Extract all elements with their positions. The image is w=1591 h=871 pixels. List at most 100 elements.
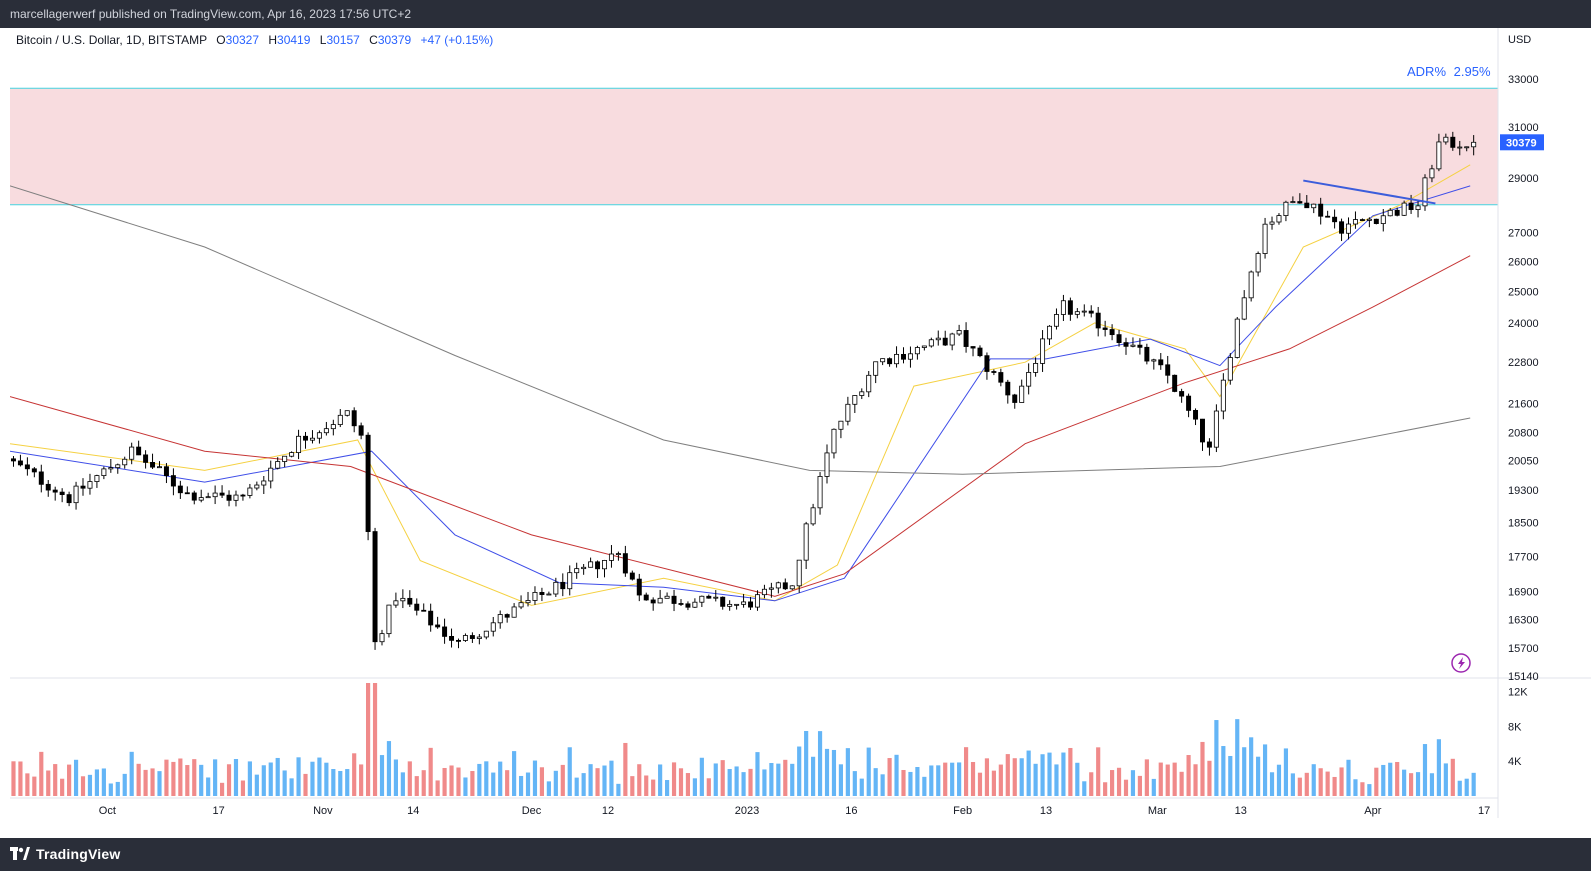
candle bbox=[45, 483, 51, 491]
volume-bar bbox=[1269, 772, 1275, 796]
volume-bar bbox=[574, 777, 579, 796]
volume-bar bbox=[400, 772, 405, 796]
volume-bar bbox=[219, 782, 225, 796]
volume-bar bbox=[372, 683, 378, 796]
volume-bar bbox=[1297, 777, 1302, 796]
price-tick-label: 31000 bbox=[1508, 122, 1539, 134]
candle bbox=[316, 432, 322, 439]
volume-bar bbox=[164, 759, 169, 796]
volume-bar bbox=[129, 751, 134, 796]
candle bbox=[935, 337, 941, 341]
volume-bar bbox=[1242, 747, 1247, 796]
volume-bar bbox=[1068, 747, 1073, 796]
volume-bar bbox=[776, 763, 781, 796]
price-tick-label: 20050 bbox=[1508, 456, 1539, 468]
candle bbox=[1220, 379, 1226, 412]
low-label: L bbox=[320, 33, 327, 47]
volume-bar bbox=[560, 764, 565, 796]
candle bbox=[713, 596, 719, 599]
volume-bar bbox=[797, 746, 802, 796]
volume-bar bbox=[73, 759, 79, 796]
volume-bar bbox=[873, 768, 878, 796]
candle bbox=[588, 561, 594, 568]
volume-bar bbox=[984, 758, 990, 796]
candle bbox=[191, 492, 197, 501]
moving-average-line-4 bbox=[9, 185, 1471, 475]
candle bbox=[462, 635, 468, 641]
volume-bar bbox=[484, 761, 489, 796]
candle bbox=[1095, 312, 1101, 329]
candle bbox=[1088, 310, 1094, 314]
candle bbox=[393, 600, 399, 606]
candle bbox=[1060, 300, 1066, 315]
price-chart[interactable]: USD 33000 31000 29000 27000 26000 25000 24000 22… bbox=[9, 28, 1591, 838]
price-tick-label: 26000 bbox=[1508, 257, 1539, 269]
moving-average-line-1 bbox=[9, 164, 1471, 606]
lightning-icon[interactable] bbox=[1451, 653, 1471, 673]
volume-bar bbox=[1089, 772, 1094, 796]
volume-bar bbox=[1193, 764, 1198, 796]
candle bbox=[574, 568, 580, 574]
volume-bar bbox=[407, 761, 412, 796]
candle bbox=[469, 635, 475, 639]
adr-value: 2.95% bbox=[1454, 64, 1491, 79]
candle bbox=[442, 626, 448, 637]
volume-bar bbox=[699, 757, 704, 796]
candle bbox=[1346, 223, 1351, 234]
candle bbox=[1283, 201, 1289, 217]
candle bbox=[1366, 218, 1372, 221]
candle bbox=[268, 467, 274, 482]
candle bbox=[553, 581, 559, 595]
volume-bar bbox=[101, 768, 106, 796]
volume-bar bbox=[567, 747, 572, 796]
candle bbox=[1123, 342, 1129, 347]
candle bbox=[1443, 136, 1449, 143]
tradingview-logo[interactable]: TradingView bbox=[10, 846, 120, 862]
candle bbox=[129, 446, 135, 460]
resistance-zone-layer bbox=[10, 87, 1498, 206]
volume-bar bbox=[581, 773, 586, 796]
candle bbox=[1464, 146, 1470, 149]
candle bbox=[692, 601, 698, 608]
candle bbox=[678, 603, 684, 605]
volume-bar bbox=[692, 778, 697, 796]
volume-bar bbox=[317, 757, 322, 796]
candle bbox=[595, 561, 601, 570]
volume-bar bbox=[915, 767, 920, 796]
candle bbox=[921, 345, 927, 348]
volume-bar bbox=[1311, 764, 1316, 796]
volume-bar bbox=[94, 769, 100, 796]
candle bbox=[379, 633, 385, 643]
chart-frame[interactable]: USD 33000 31000 29000 27000 26000 25000 24000 22… bbox=[9, 28, 1591, 838]
volume-bar bbox=[734, 766, 739, 796]
volume-bar bbox=[748, 768, 753, 796]
candle bbox=[977, 347, 983, 357]
volume-bar bbox=[1276, 764, 1282, 796]
candle bbox=[608, 553, 614, 561]
candle bbox=[428, 610, 434, 626]
price-tick-label: 19300 bbox=[1508, 485, 1539, 497]
volume-bar bbox=[1026, 750, 1031, 796]
candle bbox=[414, 603, 420, 611]
candle bbox=[1297, 201, 1303, 204]
volume-bar bbox=[39, 751, 44, 796]
candle bbox=[845, 403, 851, 422]
volume-bar bbox=[1388, 762, 1393, 796]
volume-bar bbox=[67, 764, 72, 796]
volume-bar bbox=[1249, 737, 1254, 796]
candle bbox=[824, 452, 830, 477]
price-tick-label: 25000 bbox=[1508, 287, 1539, 299]
volume-bar bbox=[1339, 767, 1344, 796]
time-tick-label: Feb bbox=[953, 805, 972, 817]
legend: Bitcoin / U.S. Dollar, 1D, BITSTAMP O303… bbox=[16, 33, 493, 47]
price-tick-label: 18500 bbox=[1508, 517, 1539, 529]
volume-bar bbox=[1228, 755, 1233, 796]
volume-bar bbox=[1179, 771, 1184, 796]
candle bbox=[803, 523, 809, 561]
volume-bar bbox=[720, 760, 725, 796]
volume-bar bbox=[1019, 758, 1024, 796]
volume-bar bbox=[546, 781, 551, 796]
volume-tick-label: 12K bbox=[1508, 687, 1528, 699]
candle bbox=[1241, 297, 1247, 320]
candle bbox=[87, 481, 93, 489]
